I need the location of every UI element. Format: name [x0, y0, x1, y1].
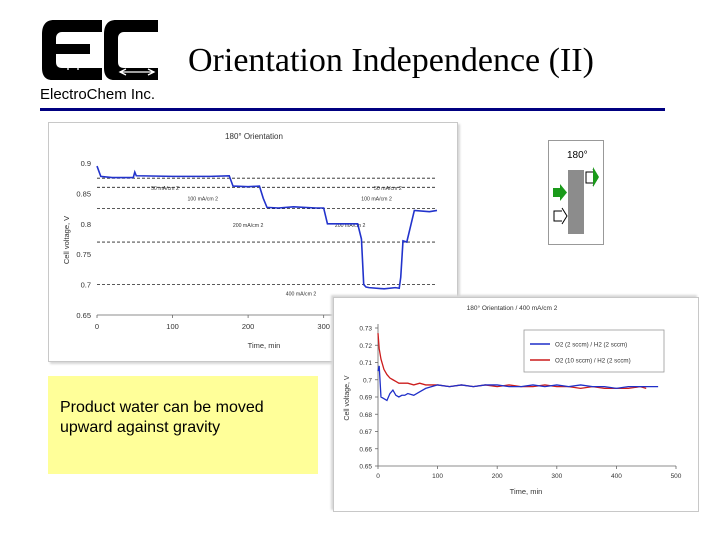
chart-panel-400ma: 180° Orientation / 400 mA/cm 2 Time, min… [333, 297, 699, 512]
chart1-xtick-1: 100 [166, 322, 179, 331]
chart2-legend-label-0: O2 (2 sccm) / H2 (2 sccm) [555, 342, 627, 349]
chart2-legend-label-1: O2 (10 sccm) / H2 (2 sccm) [555, 358, 631, 365]
chart-180-orientation: 180° Orientation Time, min Cell voltage,… [62, 132, 438, 350]
title-divider [40, 108, 665, 111]
chart1-xtick-0: 0 [95, 322, 99, 331]
chart1-xlabel: Time, min [248, 341, 281, 350]
chart1-xtick-3: 300 [317, 322, 330, 331]
chart2-ylabel: Cell voltage, V [344, 375, 351, 420]
chart2-ytick-6: 0.67 [359, 429, 372, 436]
chart2-title: 180° Orientation / 400 mA/cm 2 [467, 304, 558, 312]
chart1-ylabel: Cell voltage, V [62, 216, 71, 264]
chart1-annotation-5: 100 mA/cm 2 [361, 197, 392, 203]
chart1-title: 180° Orientation [225, 132, 283, 141]
chart1-ytick-1: 0.85 [76, 189, 91, 198]
chart2-xtick-4: 400 [611, 473, 622, 480]
chart1-annotation-4: 200 mA/cm 2 [335, 223, 366, 229]
chart1-ytick-0: 0.9 [81, 159, 91, 168]
note-text: Product water can be moved upward agains… [60, 399, 264, 436]
chart1-xtick-2: 200 [242, 322, 255, 331]
chart2-xtick-2: 200 [492, 473, 503, 480]
chart1-annotation-2: 200 mA/cm 2 [233, 223, 264, 229]
chart1-series-line-0 [96, 165, 438, 290]
green-arrow-icon [553, 184, 567, 201]
chart-180-orientation-400ma: 180° Orientation / 400 mA/cm 2 Time, min… [344, 304, 682, 496]
slide-title: Orientation Independence (II) [188, 42, 594, 79]
note-box: Product water can be moved upward agains… [48, 376, 318, 474]
chart1-annotation-3: 400 mA/cm 2 [286, 292, 317, 298]
chart2-ytick-5: 0.68 [359, 412, 372, 419]
company-name: ElectroChem Inc. [40, 86, 156, 103]
chart1-annotation-0: 50 mA/cm 2 [151, 186, 179, 192]
ec-logo-icon [42, 20, 158, 80]
chart1-ytick-2: 0.8 [81, 220, 91, 229]
chart1-ytick-5: 0.65 [76, 311, 91, 320]
chart2-legend: O2 (2 sccm) / H2 (2 sccm) O2 (10 sccm) / … [523, 329, 665, 373]
chart2-ytick-8: 0.65 [359, 464, 372, 471]
chart2-ytick-1: 0.72 [359, 343, 372, 350]
chart2-series-line-0 [377, 365, 659, 402]
chart2-ytick-3: 0.7 [363, 377, 372, 384]
orientation-diagram: 180° [548, 140, 604, 245]
chart2-xlabel: Time, min [510, 487, 543, 496]
chart2-ytick-7: 0.66 [359, 446, 372, 453]
chart2-xtick-5: 500 [671, 473, 682, 480]
orientation-label: 180° [567, 150, 588, 161]
chart1-ytick-4: 0.7 [81, 281, 91, 290]
chart2-ytick-2: 0.71 [359, 360, 372, 367]
chart2-ytick-4: 0.69 [359, 395, 372, 402]
chart2-xtick-0: 0 [376, 473, 380, 480]
chart1-annotation-1: 100 mA/cm 2 [187, 197, 218, 203]
chart2-ytick-0: 0.73 [359, 326, 372, 333]
cell-plate-icon [568, 170, 584, 234]
chart1-ytick-3: 0.75 [76, 250, 91, 259]
chart2-xtick-3: 300 [551, 473, 562, 480]
chart1-annotation-6: 50 mA/cm 2 [374, 186, 402, 192]
chart2-xtick-1: 100 [432, 473, 443, 480]
